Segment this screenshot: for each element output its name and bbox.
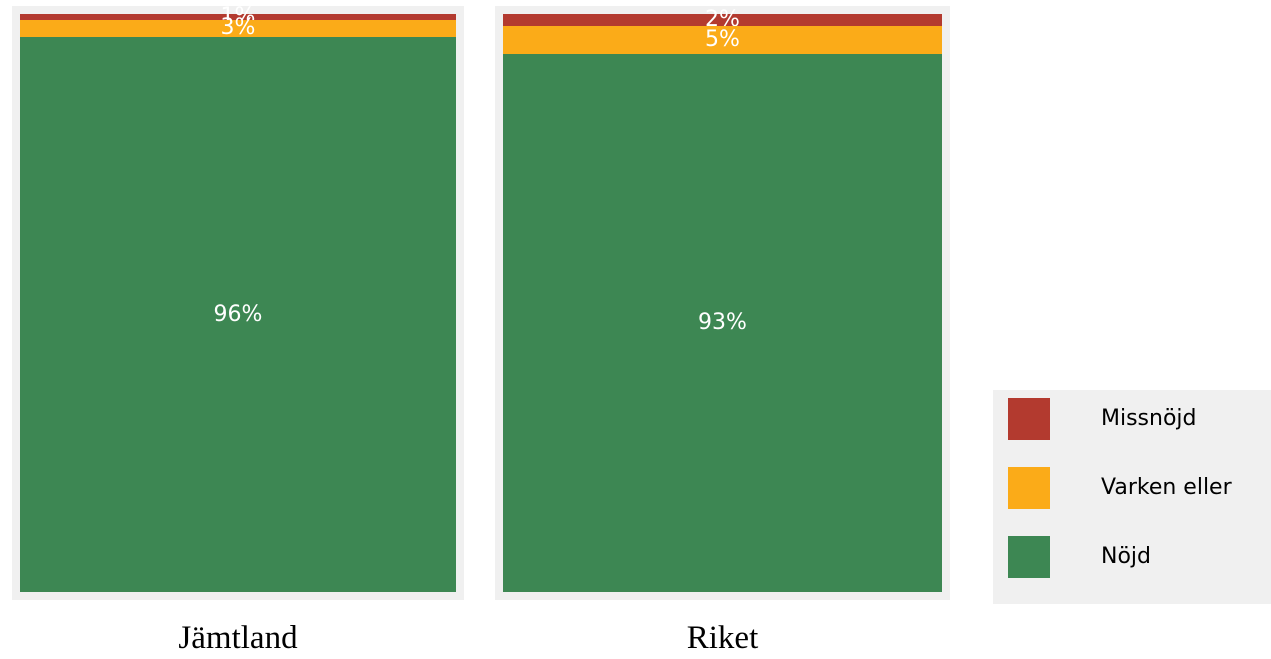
legend-label-missnojd: Missnöjd bbox=[1101, 406, 1197, 431]
data-label-missnojd-riket: 2% bbox=[705, 6, 740, 32]
bar-segment-varken-eller-jamtland bbox=[20, 19, 456, 38]
data-label-nojd-riket: 93% bbox=[698, 310, 747, 336]
chart-panel-jamtland: 1% 3% 96% bbox=[12, 5, 464, 600]
bar-segment-varken-eller-riket bbox=[503, 25, 942, 55]
data-label-nojd-jamtland: 96% bbox=[213, 301, 263, 327]
legend-swatch-varken-eller bbox=[1008, 467, 1050, 509]
legend-item-varken-eller: Varken eller bbox=[1008, 467, 1271, 509]
legend-item-missnojd: Missnöjd bbox=[1008, 398, 1271, 440]
stacked-bar-riket: 2% 5% 93% bbox=[503, 8, 942, 592]
bar-segment-missnojd-riket bbox=[503, 14, 942, 26]
bar-segment-nojd-jamtland bbox=[20, 37, 456, 592]
legend-label-nojd: Nöjd bbox=[1101, 544, 1151, 569]
stacked-bar-jamtland: 1% 3% 96% bbox=[20, 5, 456, 592]
data-label-varken-eller-riket: 5% bbox=[705, 27, 740, 52]
chart-panel-riket: 2% 5% 93% bbox=[495, 6, 950, 600]
legend-swatch-nojd bbox=[1008, 536, 1050, 578]
legend: Missnöjd Varken eller Nöjd bbox=[993, 390, 1271, 604]
category-label-riket: Riket bbox=[686, 620, 759, 656]
data-label-varken-eller-jamtland: 3% bbox=[220, 15, 256, 41]
legend-item-nojd: Nöjd bbox=[1008, 536, 1271, 578]
bar-segment-nojd-riket bbox=[503, 54, 942, 592]
category-label-jamtland: Jämtland bbox=[178, 620, 298, 656]
bar-segment-missnojd-jamtland bbox=[20, 14, 456, 20]
legend-swatch-missnojd bbox=[1008, 398, 1050, 440]
legend-label-varken-eller: Varken eller bbox=[1101, 475, 1232, 500]
